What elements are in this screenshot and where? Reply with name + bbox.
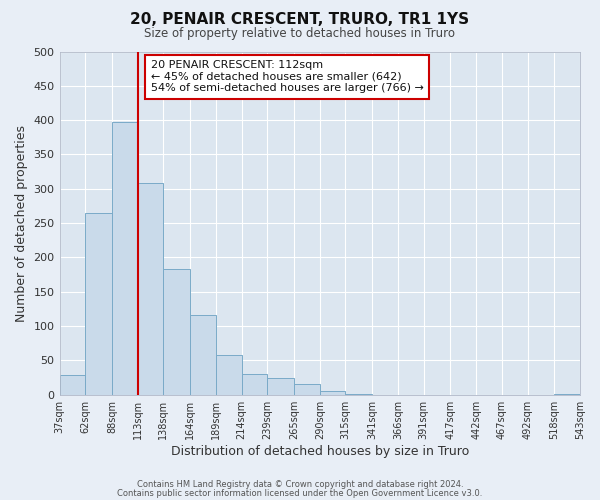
Text: Contains HM Land Registry data © Crown copyright and database right 2024.: Contains HM Land Registry data © Crown c…	[137, 480, 463, 489]
Text: Size of property relative to detached houses in Truro: Size of property relative to detached ho…	[145, 28, 455, 40]
Bar	[320, 390, 346, 394]
Bar	[112, 122, 138, 394]
Bar	[242, 374, 268, 394]
Y-axis label: Number of detached properties: Number of detached properties	[15, 124, 28, 322]
Text: Contains public sector information licensed under the Open Government Licence v3: Contains public sector information licen…	[118, 489, 482, 498]
Bar	[190, 315, 216, 394]
Bar	[216, 355, 242, 395]
Bar	[268, 378, 294, 394]
Text: 20, PENAIR CRESCENT, TRURO, TR1 1YS: 20, PENAIR CRESCENT, TRURO, TR1 1YS	[130, 12, 470, 28]
Bar	[85, 213, 112, 394]
Text: 20 PENAIR CRESCENT: 112sqm
← 45% of detached houses are smaller (642)
54% of sem: 20 PENAIR CRESCENT: 112sqm ← 45% of deta…	[151, 60, 424, 94]
Bar	[163, 269, 190, 394]
Bar	[138, 184, 163, 394]
Bar	[294, 384, 320, 394]
X-axis label: Distribution of detached houses by size in Truro: Distribution of detached houses by size …	[170, 444, 469, 458]
Bar	[59, 376, 85, 394]
